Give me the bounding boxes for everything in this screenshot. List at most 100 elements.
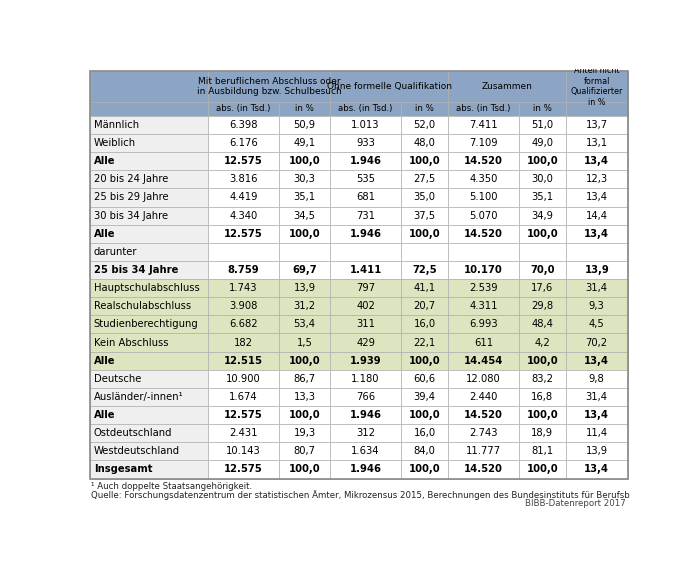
Bar	[448, 297, 519, 315]
Bar	[209, 424, 279, 442]
Text: 14.520: 14.520	[464, 228, 503, 239]
Bar	[90, 116, 209, 134]
Bar	[90, 352, 209, 370]
Text: 13,9: 13,9	[586, 447, 608, 456]
Bar	[209, 71, 330, 102]
Text: abs. (in Tsd.): abs. (in Tsd.)	[216, 104, 271, 114]
Text: 14,4: 14,4	[586, 211, 608, 220]
Bar	[330, 406, 401, 424]
Text: Ohne formelle Qualifikation: Ohne formelle Qualifikation	[327, 82, 452, 91]
Text: darunter: darunter	[94, 247, 137, 257]
Text: 60,6: 60,6	[414, 374, 435, 384]
Bar	[330, 388, 401, 406]
Bar	[401, 406, 448, 424]
Bar	[519, 188, 566, 207]
Text: 25 bis 34 Jahre: 25 bis 34 Jahre	[94, 265, 178, 275]
Text: 16,8: 16,8	[531, 392, 553, 402]
Text: BIBB-Datenreport 2017: BIBB-Datenreport 2017	[526, 499, 626, 507]
Bar	[519, 297, 566, 315]
Bar	[566, 352, 628, 370]
Bar	[566, 370, 628, 388]
Text: 35,0: 35,0	[414, 192, 435, 203]
Bar	[330, 71, 448, 102]
Text: 182: 182	[234, 338, 253, 347]
Bar	[448, 207, 519, 224]
Bar	[209, 315, 279, 333]
Text: 5.100: 5.100	[469, 192, 498, 203]
Bar	[330, 134, 401, 152]
Bar	[330, 424, 401, 442]
Bar	[401, 102, 448, 116]
Bar	[90, 279, 209, 297]
Bar	[279, 102, 330, 116]
Bar	[566, 388, 628, 406]
Text: 20 bis 24 Jahre: 20 bis 24 Jahre	[94, 174, 168, 184]
Text: Zusammen: Zusammen	[482, 82, 533, 91]
Text: 72,5: 72,5	[412, 265, 437, 275]
Bar	[209, 261, 279, 279]
Text: Westdeutschland: Westdeutschland	[94, 447, 180, 456]
Text: 2.431: 2.431	[230, 428, 258, 438]
Bar	[330, 152, 401, 170]
Text: 52,0: 52,0	[414, 120, 435, 130]
Bar	[566, 279, 628, 297]
Text: 9,3: 9,3	[589, 301, 605, 311]
Text: 13,1: 13,1	[586, 138, 608, 148]
Bar	[401, 297, 448, 315]
Bar	[330, 170, 401, 188]
Text: 11,4: 11,4	[586, 428, 608, 438]
Bar	[209, 207, 279, 224]
Text: 3.816: 3.816	[230, 174, 258, 184]
Bar	[330, 224, 401, 243]
Bar	[90, 152, 209, 170]
Bar	[566, 297, 628, 315]
Bar	[566, 243, 628, 261]
Text: 7.411: 7.411	[469, 120, 498, 130]
Text: Ostdeutschland: Ostdeutschland	[94, 428, 172, 438]
Text: 31,4: 31,4	[586, 392, 608, 402]
Text: 1.674: 1.674	[230, 392, 258, 402]
Bar	[448, 71, 566, 102]
Bar	[448, 261, 519, 279]
Text: 100,0: 100,0	[289, 356, 321, 366]
Text: 25 bis 29 Jahre: 25 bis 29 Jahre	[94, 192, 168, 203]
Bar	[90, 134, 209, 152]
Text: 797: 797	[356, 283, 375, 293]
Bar	[209, 460, 279, 479]
Text: 34,9: 34,9	[531, 211, 553, 220]
Bar	[90, 333, 209, 352]
Text: 1.634: 1.634	[351, 447, 380, 456]
Text: 10.170: 10.170	[464, 265, 503, 275]
Text: 48,4: 48,4	[531, 319, 553, 329]
Text: 4.311: 4.311	[469, 301, 498, 311]
Text: Quelle: Forschungsdatenzentrum der statistischen Ämter, Mikrozensus 2015, Berech: Quelle: Forschungsdatenzentrum der stati…	[92, 491, 657, 501]
Text: 35,1: 35,1	[531, 192, 553, 203]
Bar	[279, 442, 330, 460]
Text: Anteil nicht
formal
Qualifizierter
in %: Anteil nicht formal Qualifizierter in %	[570, 67, 623, 107]
Bar	[566, 207, 628, 224]
Bar	[401, 170, 448, 188]
Text: 31,4: 31,4	[586, 283, 608, 293]
Bar	[566, 460, 628, 479]
Text: 17,6: 17,6	[531, 283, 553, 293]
Text: 13,4: 13,4	[584, 228, 609, 239]
Bar	[519, 460, 566, 479]
Text: 10.900: 10.900	[226, 374, 261, 384]
Text: in %: in %	[415, 104, 434, 114]
Text: 933: 933	[356, 138, 375, 148]
Bar	[401, 370, 448, 388]
Text: Ausländer/-innen¹: Ausländer/-innen¹	[94, 392, 183, 402]
Bar	[401, 116, 448, 134]
Text: Studienberechtigung: Studienberechtigung	[94, 319, 199, 329]
Text: Mit beruflichem Abschluss oder
in Ausbildung bzw. Schulbesuch: Mit beruflichem Abschluss oder in Ausbil…	[197, 77, 342, 96]
Text: 13,4: 13,4	[584, 464, 609, 475]
Text: 13,4: 13,4	[584, 356, 609, 366]
Bar	[330, 279, 401, 297]
Bar	[209, 116, 279, 134]
Text: 12.575: 12.575	[224, 464, 263, 475]
Bar	[279, 243, 330, 261]
Text: 1.180: 1.180	[351, 374, 380, 384]
Bar	[90, 170, 209, 188]
Bar	[448, 424, 519, 442]
Bar	[209, 388, 279, 406]
